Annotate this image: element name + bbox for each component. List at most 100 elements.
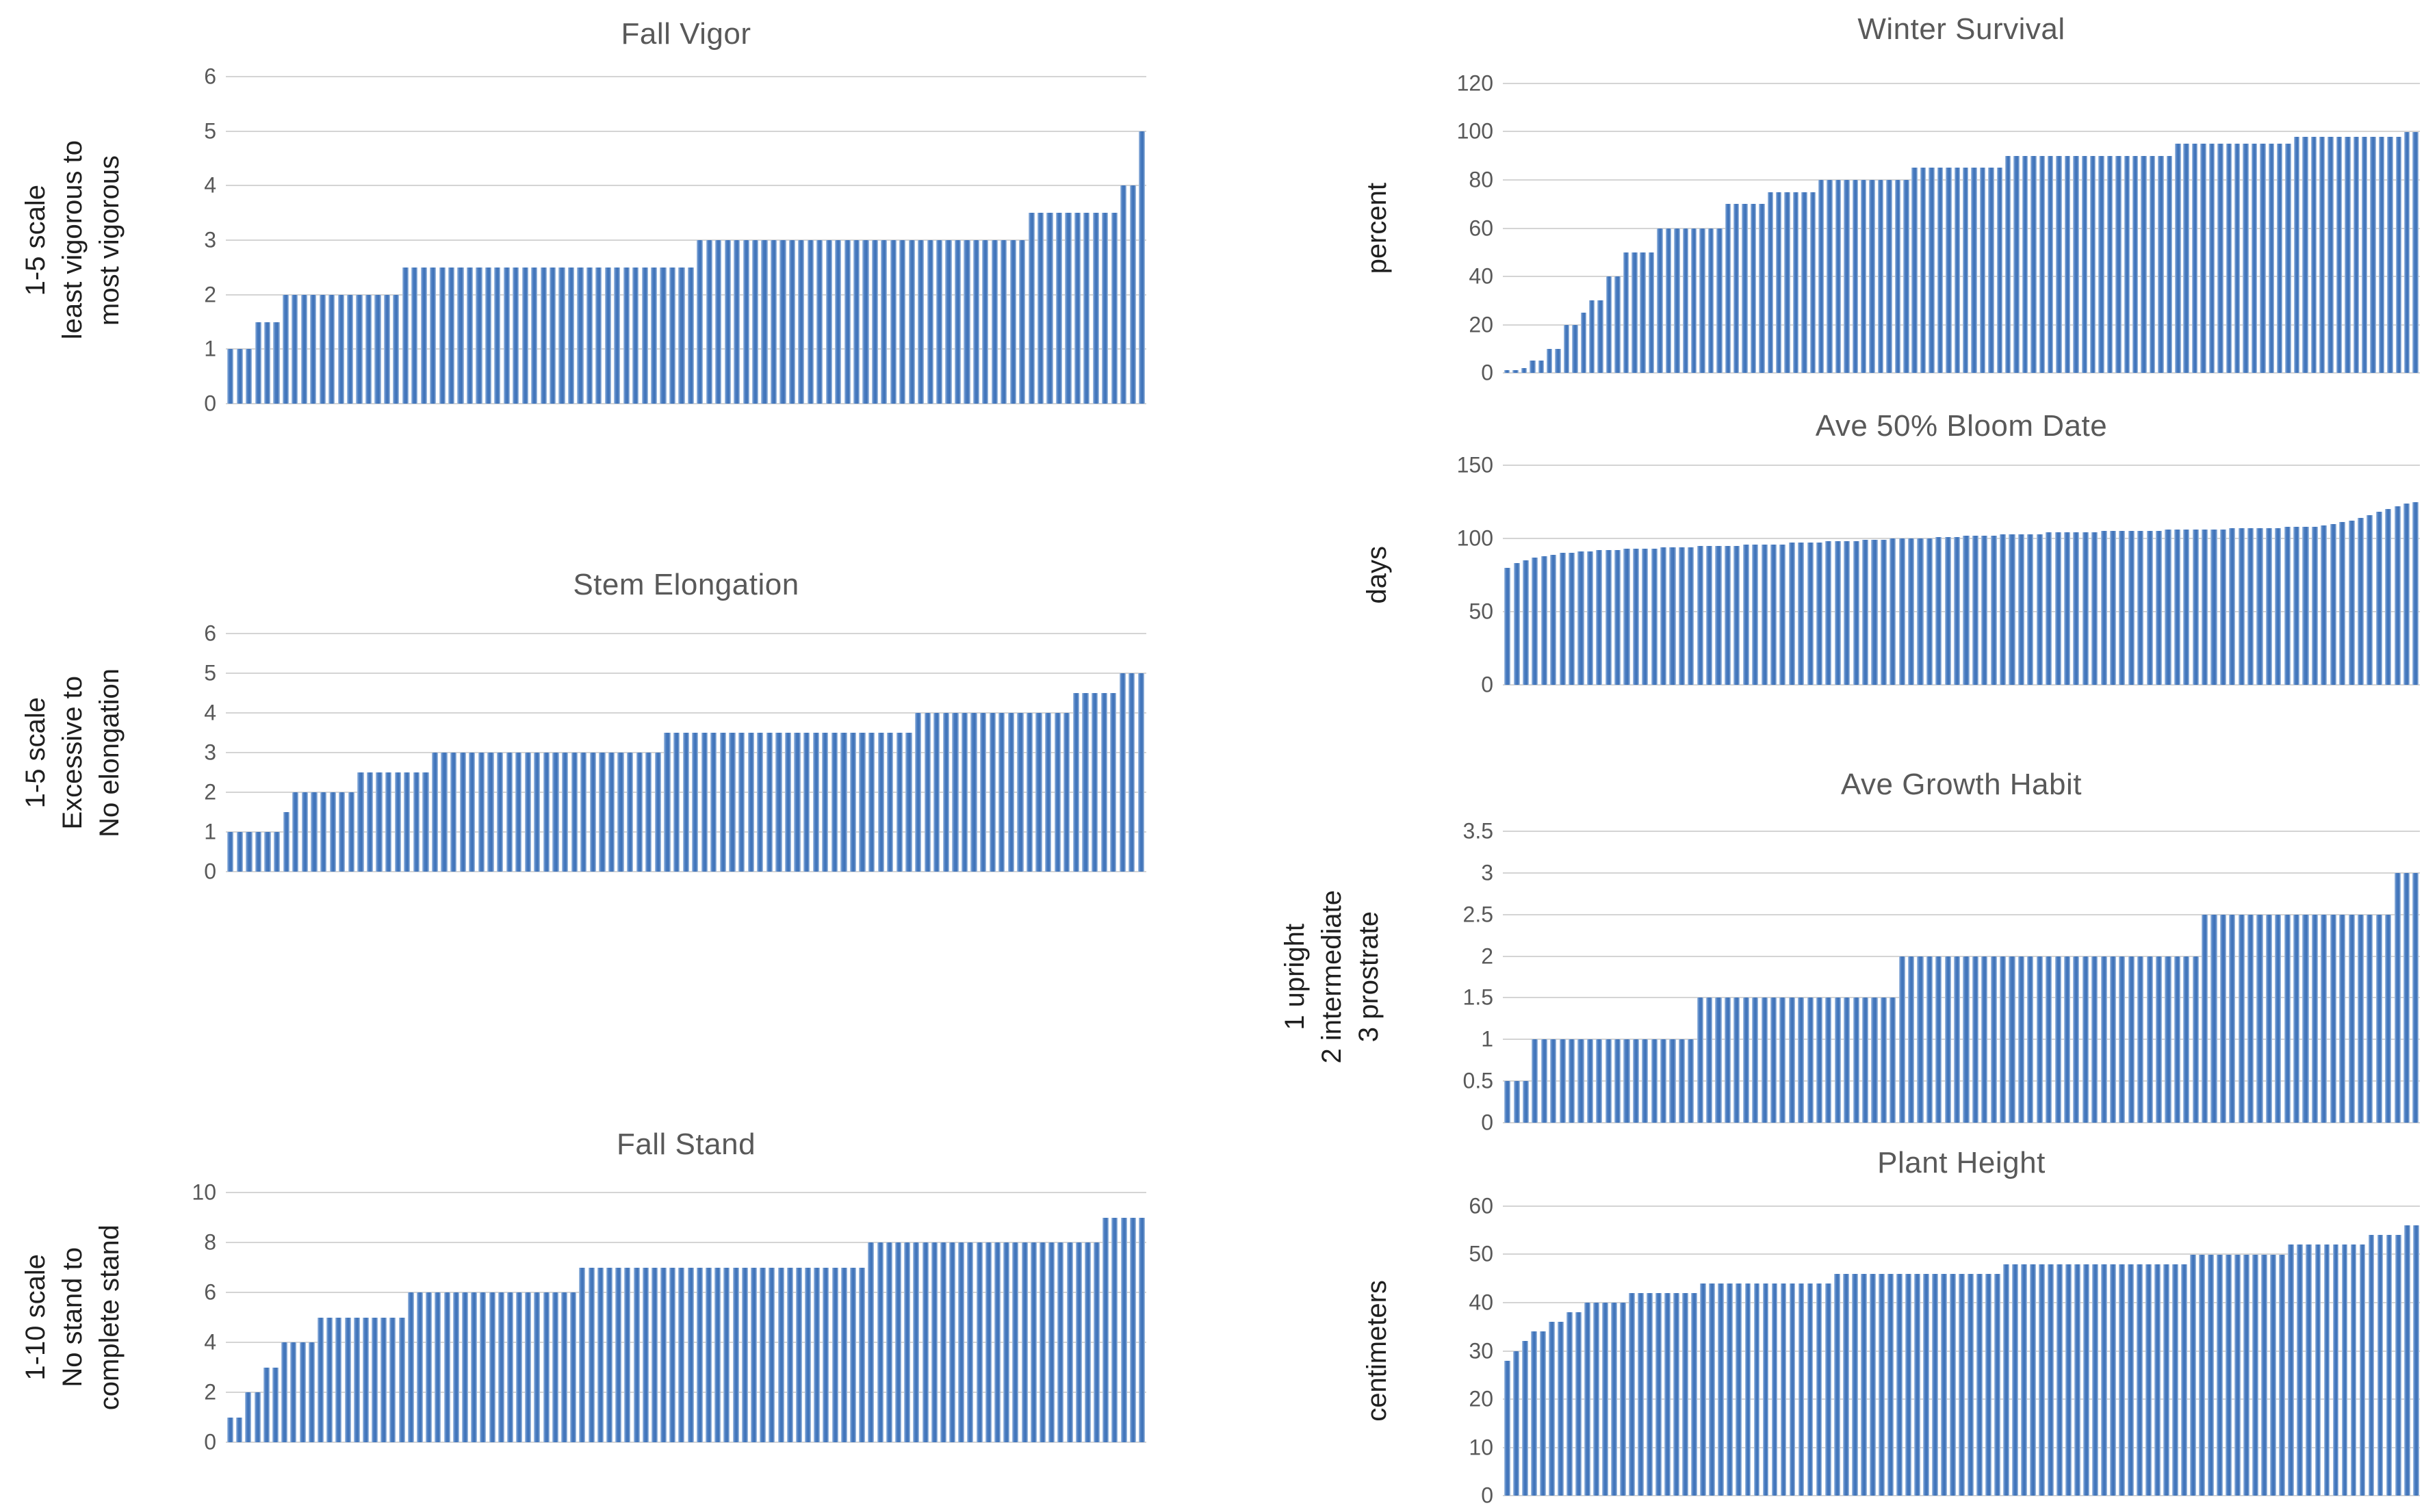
bar (2072, 831, 2080, 1123)
bar-fill (2190, 1254, 2197, 1496)
bar (1859, 83, 1868, 373)
bar-fill (561, 1292, 568, 1442)
bar (831, 1192, 840, 1442)
y-tick-label: 20 (1469, 312, 1493, 337)
bar-fill (2027, 534, 2034, 685)
bar-fill (1129, 673, 1135, 872)
bar (2310, 831, 2319, 1123)
bar-fill (1504, 370, 1510, 373)
bar-fill (516, 1292, 523, 1442)
bar (1870, 465, 1879, 685)
bar (557, 77, 566, 404)
bar-fill (2359, 1244, 2366, 1496)
bar-fill (779, 240, 786, 404)
bar-fill (1926, 956, 1933, 1123)
bar (1127, 634, 1137, 872)
bar-fill (1651, 548, 1658, 685)
bar-fill (805, 1267, 812, 1442)
bar-fill (263, 322, 271, 404)
bar (1842, 465, 1851, 685)
gridline (226, 294, 1146, 296)
y-axis-label-line: 1 upright (1280, 924, 1310, 1030)
bar-fill (1530, 361, 1536, 373)
bar (2026, 465, 2035, 685)
bar-fill (807, 240, 814, 404)
bar (415, 1192, 424, 1442)
y-axis-label-line: Excessive to (57, 675, 88, 830)
bar-fill (1614, 1039, 1621, 1123)
bar (1065, 1192, 1074, 1442)
bar-fill (2036, 956, 2043, 1123)
bar-fill (1521, 367, 1527, 373)
bar (325, 1192, 334, 1442)
bar (478, 1192, 487, 1442)
bar (2365, 465, 2374, 685)
bar (2099, 465, 2108, 685)
chart-fall-stand: Fall Stand 1-10 scale No stand to complete… (0, 1108, 1163, 1512)
bar (2347, 831, 2356, 1123)
bar-fill (913, 1242, 920, 1442)
bar (1636, 1206, 1645, 1496)
bar (1650, 465, 1659, 685)
bar-fill (696, 1267, 703, 1442)
bar (802, 634, 812, 872)
bar-series (1503, 83, 2420, 373)
y-tick-label: 3 (1481, 860, 1493, 885)
bar (1778, 465, 1787, 685)
bar-fill (1946, 168, 1952, 373)
gridline (1503, 1039, 2420, 1041)
bar-fill (435, 1292, 441, 1442)
bar-fill (597, 1267, 604, 1442)
bar (1800, 83, 1808, 373)
bar-fill (452, 1292, 459, 1442)
bar-fill (441, 753, 448, 872)
bar (2054, 83, 2063, 373)
bar-fill (246, 349, 253, 404)
bar (1732, 83, 1740, 373)
bar-fill (706, 1267, 712, 1442)
bar (1825, 83, 1833, 373)
bar-fill (2063, 532, 2071, 685)
bar-fill (543, 1292, 550, 1442)
bar-fill (2172, 1264, 2179, 1496)
bar-fill (1833, 1273, 1840, 1496)
bar (1944, 465, 1952, 685)
bar (2301, 83, 2309, 373)
bar-fill (1632, 252, 1638, 373)
gridline (226, 348, 1146, 350)
bar-fill (2378, 136, 2385, 373)
bar-fill (1736, 1283, 1742, 1496)
bar-fill (571, 753, 578, 872)
y-axis-label-line: centimeters (1362, 1280, 1392, 1422)
bar-fill (1651, 1039, 1658, 1123)
bar-fill (2302, 914, 2309, 1123)
bar-fill (1678, 547, 1685, 685)
bar-fill (2192, 956, 2199, 1123)
bar (410, 77, 419, 404)
bar (1588, 83, 1596, 373)
bar (449, 634, 459, 872)
y-axis-label: days (1362, 465, 1392, 685)
bar-fill (1996, 168, 2002, 373)
bar-fill (1976, 1273, 1983, 1496)
y-tick-label: 6 (204, 64, 216, 89)
bar-fill (2247, 528, 2254, 685)
bar-fill (264, 832, 271, 872)
bar (2117, 465, 2126, 685)
bar (327, 77, 336, 404)
bar-fill (2100, 956, 2107, 1123)
bar (803, 1192, 812, 1442)
y-tick-label: 100 (1456, 118, 1493, 144)
bar (776, 1192, 785, 1442)
bar (352, 1192, 361, 1442)
y-axis-label: 1-5 scale least vigorous to most vigorous (21, 77, 125, 404)
bar-fill (636, 753, 643, 872)
bar (972, 77, 981, 404)
y-tick-label: 60 (1469, 1193, 1493, 1218)
bar (654, 634, 663, 872)
bar (849, 634, 858, 872)
bar-fill (1577, 1039, 1584, 1123)
bar (613, 77, 621, 404)
bar (920, 1192, 929, 1442)
